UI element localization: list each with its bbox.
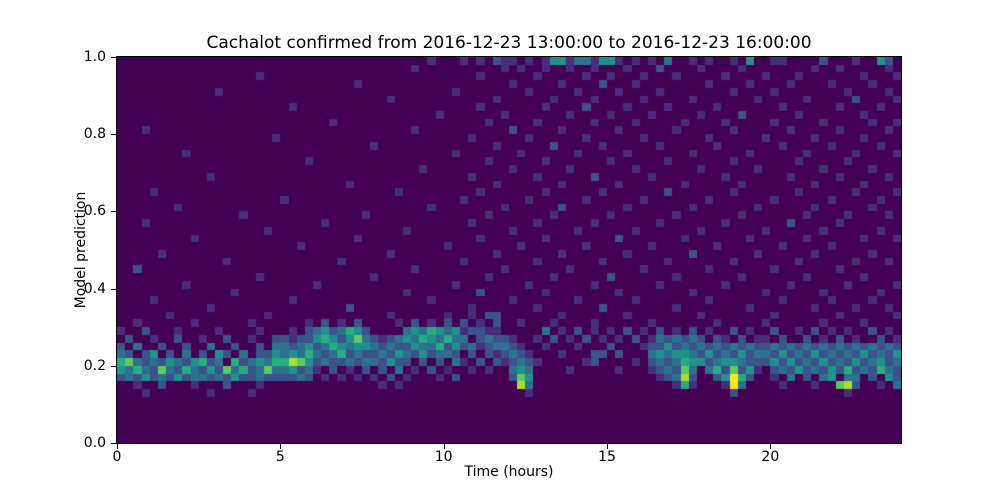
x-tick-label: 5 xyxy=(275,449,285,465)
plot-area xyxy=(116,56,902,444)
x-tick-mark xyxy=(607,444,608,449)
chart-title: Cachalot confirmed from 2016-12-23 13:00… xyxy=(206,33,812,53)
y-tick-label: 0.8 xyxy=(83,126,106,143)
y-tick-mark xyxy=(111,443,116,444)
y-tick-label: 1.0 xyxy=(83,49,106,65)
y-tick-label: 0.4 xyxy=(83,280,106,297)
y-tick-label: 0.6 xyxy=(83,203,106,220)
y-tick-mark xyxy=(111,57,116,58)
x-tick-mark xyxy=(770,444,772,449)
x-tick-mark xyxy=(443,444,445,449)
x-tick-mark xyxy=(117,444,118,449)
y-tick-label: 0.0 xyxy=(83,435,106,451)
y-tick-label: 0.2 xyxy=(83,357,106,374)
x-tick-label: 20 xyxy=(761,449,780,465)
y-tick-mark xyxy=(111,134,116,136)
x-tick-label: 0 xyxy=(112,449,122,465)
y-tick-mark xyxy=(111,365,116,367)
x-tick-label: 10 xyxy=(434,449,453,465)
y-tick-mark xyxy=(111,211,116,213)
heatmap-canvas xyxy=(117,57,901,443)
x-tick-mark xyxy=(280,444,282,449)
x-axis-label: Time (hours) xyxy=(464,464,554,480)
y-tick-mark xyxy=(111,288,116,290)
x-tick-label: 15 xyxy=(598,449,616,465)
